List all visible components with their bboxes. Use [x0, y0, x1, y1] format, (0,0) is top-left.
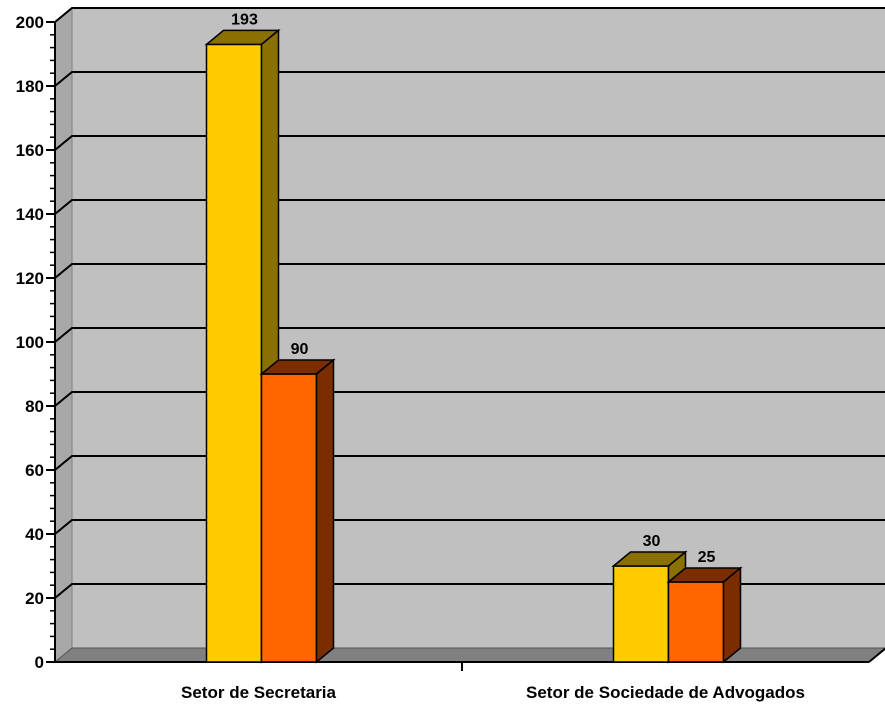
- data-label: 193: [231, 11, 258, 28]
- gridline: [54, 455, 885, 471]
- data-label: 25: [698, 549, 716, 566]
- chart-floor: [53, 647, 885, 663]
- bar: [260, 373, 318, 663]
- y-tick-label: 40: [25, 525, 44, 544]
- gridline: [54, 263, 885, 279]
- y-tick-label: 80: [25, 397, 44, 416]
- y-tick-label: 20: [25, 589, 44, 608]
- gridlines: [54, 7, 885, 599]
- y-tick-label: 180: [16, 77, 44, 96]
- axes: 0 20 40 60 80 100 120 140 160 180 200: [16, 13, 885, 672]
- floor: [53, 647, 885, 663]
- gridline: [54, 135, 885, 151]
- gridline: [54, 7, 885, 23]
- y-tick-label: 0: [35, 653, 44, 672]
- y-tick-label: 120: [16, 269, 44, 288]
- y-tick-label: 60: [25, 461, 44, 480]
- gridline: [54, 519, 885, 535]
- gridline: [54, 391, 885, 407]
- bar: [612, 565, 670, 663]
- bars: [204, 28, 743, 664]
- bar: [667, 581, 725, 663]
- labels: Setor de Secretaria Setor de Sociedade de…: [181, 11, 805, 702]
- y-tick-label: 200: [16, 13, 44, 32]
- bar: [205, 43, 263, 663]
- bar-side: [722, 566, 742, 664]
- chart-back-wall: [54, 6, 885, 664]
- y-tick-label: 160: [16, 141, 44, 160]
- x-tick-label: Setor de Secretaria: [181, 683, 337, 702]
- x-axis-end: [868, 647, 885, 663]
- data-label: 90: [291, 341, 309, 358]
- data-label: 30: [643, 533, 661, 550]
- y-tick-label: 100: [16, 333, 44, 352]
- bar-side: [315, 358, 335, 664]
- x-tick-label: Setor de Sociedade de Advogados: [526, 683, 805, 702]
- y-tick-label: 140: [16, 205, 44, 224]
- gridline: [54, 327, 885, 343]
- gridline: [54, 71, 885, 87]
- gridline: [54, 199, 885, 215]
